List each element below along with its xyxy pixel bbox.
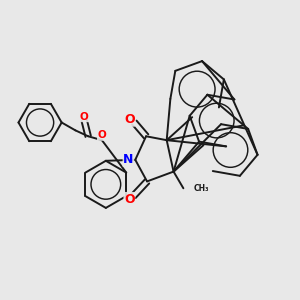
Text: O: O	[98, 130, 106, 140]
Text: O: O	[124, 193, 135, 206]
Text: O: O	[124, 113, 135, 126]
Text: O: O	[80, 112, 88, 122]
Text: N: N	[123, 153, 134, 166]
Text: CH₃: CH₃	[193, 184, 209, 193]
